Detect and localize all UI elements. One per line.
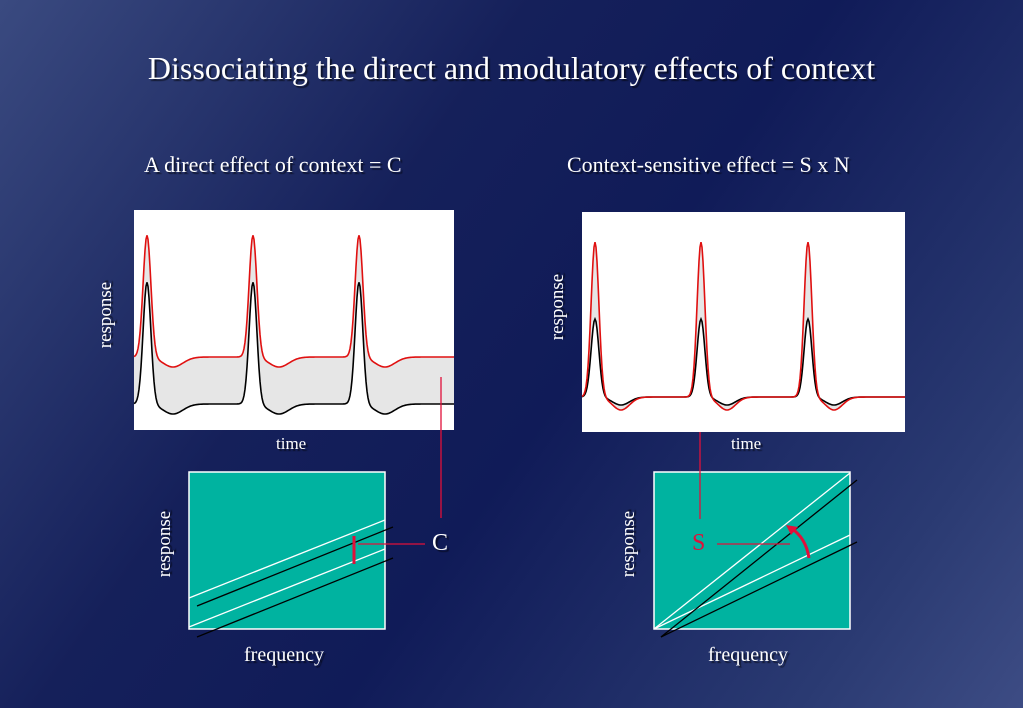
right-top-xlabel: time (731, 434, 762, 453)
left-context-curve (133, 235, 454, 368)
right-top-ylabel: response (547, 273, 568, 341)
right-black-line-shallow (660, 541, 858, 638)
left-frequency-plot (188, 471, 425, 638)
right-white-line-shallow (653, 534, 851, 630)
right-frequency-plot (653, 471, 858, 638)
left-white-line-lower (188, 548, 386, 628)
right-arc-arrowhead (786, 525, 798, 535)
left-top-xlabel: time (276, 434, 307, 453)
right-bottom-ylabel: response (618, 510, 639, 578)
right-context-curve (581, 241, 905, 411)
right-white-line-steep (653, 472, 851, 630)
left-time-plot (133, 210, 454, 430)
left-bottom-xlabel: frequency (244, 644, 324, 666)
left-frequency-plot-background (188, 471, 386, 630)
slide-title: Dissociating the direct and modulatory e… (147, 50, 876, 86)
left-black-line-lower (196, 557, 394, 638)
left-marker-label: C (432, 530, 449, 556)
left-top-ylabel: response (95, 281, 116, 349)
left-bottom-ylabel: response (154, 510, 175, 578)
right-black-line-steep (660, 479, 858, 638)
left-fill-between (134, 235, 454, 414)
right-bottom-xlabel: frequency (708, 644, 788, 666)
right-marker-label: S (692, 530, 706, 556)
left-baseline-curve (133, 282, 454, 415)
left-heading: A direct effect of context = C (144, 152, 402, 177)
right-time-plot-background (582, 212, 905, 432)
left-black-line-upper (196, 526, 394, 607)
right-time-plot (581, 212, 905, 432)
left-white-line-upper (188, 519, 386, 599)
right-heading: Context-sensitive effect = S x N (567, 152, 850, 177)
